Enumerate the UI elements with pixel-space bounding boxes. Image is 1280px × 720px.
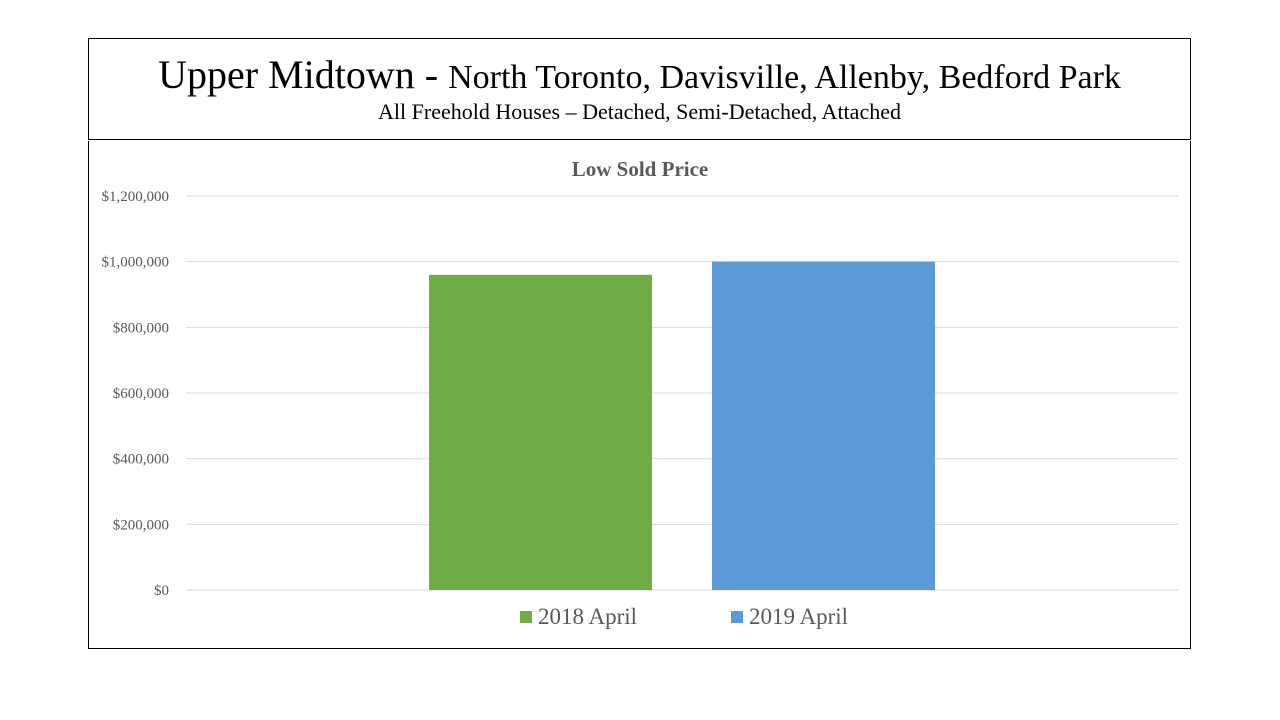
- legend-label: 2018 April: [538, 604, 637, 629]
- page-subtitle: All Freehold Houses – Detached, Semi-Det…: [378, 99, 901, 124]
- bar-2: [712, 261, 935, 590]
- title-separator: -: [414, 52, 449, 97]
- y-axis: $0 $200,000 $400,000 $600,000 $800,000 $1,000…: [102, 189, 170, 599]
- chart-title: Low Sold Price: [572, 157, 709, 181]
- legend-label: 2019 April: [749, 604, 848, 629]
- y-tick-label: $800,000: [113, 320, 169, 336]
- header-box: Upper Midtown - North Toronto, Davisvill…: [88, 38, 1191, 140]
- legend-swatch: [520, 611, 532, 623]
- y-tick-label: $1,200,000: [102, 189, 170, 205]
- title-neighbourhoods: North Toronto, Davisville, Allenby, Bedf…: [448, 59, 1121, 96]
- legend-swatch: [731, 611, 743, 623]
- page-title: Upper Midtown - North Toronto, Davisvill…: [89, 51, 1190, 108]
- y-tick-label: $400,000: [113, 452, 169, 468]
- y-tick-label: $600,000: [113, 386, 169, 402]
- bar-1: [429, 274, 652, 590]
- y-tick-label: $0: [154, 583, 169, 599]
- y-tick-label: $1,000,000: [102, 255, 170, 271]
- legend: 2018 April 2019 April: [520, 604, 848, 629]
- gridlines: [186, 195, 1178, 591]
- bars: [429, 261, 935, 590]
- y-tick-label: $200,000: [113, 517, 169, 533]
- chart-box: Low Sold Price $0 $200,000 $400,000 $600,00…: [88, 141, 1191, 649]
- title-main: Upper Midtown: [158, 52, 415, 97]
- bar-chart: Low Sold Price $0 $200,000 $400,000 $600,00…: [102, 157, 1178, 629]
